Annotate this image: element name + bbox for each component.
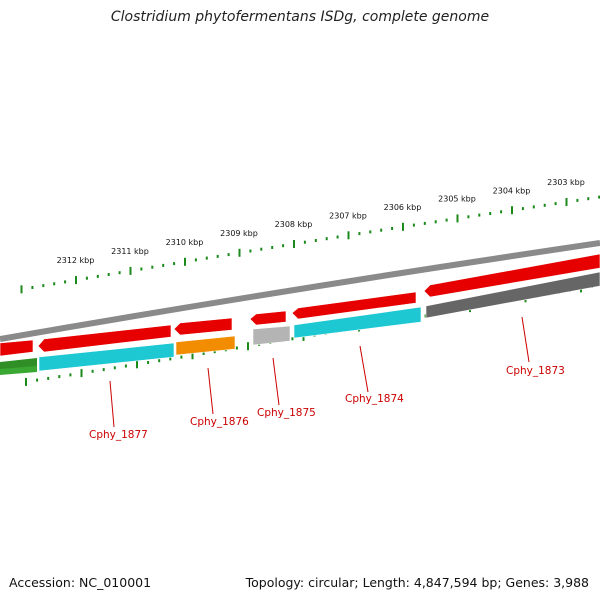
cds-bar[interactable] bbox=[38, 342, 175, 372]
cds-bar[interactable] bbox=[425, 271, 600, 319]
cds-bar[interactable] bbox=[252, 325, 291, 346]
gene-arrow-cphy-1876[interactable] bbox=[173, 317, 233, 336]
cds-bar[interactable] bbox=[293, 306, 422, 339]
cds-bar[interactable] bbox=[0, 366, 37, 375]
gene-arrow-cphy-1875[interactable] bbox=[249, 310, 287, 326]
gene-label-cphy-1875[interactable]: Cphy_1875 bbox=[257, 407, 316, 419]
kbp-tick-label: 2312 kbp bbox=[57, 256, 95, 265]
genome-summary: Topology: circular; Length: 4,847,594 bp… bbox=[245, 575, 589, 590]
outer-tick-ring bbox=[20, 195, 600, 294]
kbp-tick-label: 2303 kbp bbox=[547, 178, 585, 187]
gene-arrow-cphy-1873[interactable] bbox=[423, 253, 600, 298]
kbp-tick-label: 2307 kbp bbox=[329, 211, 367, 220]
kbp-tick-label: 2304 kbp bbox=[493, 186, 531, 195]
kbp-tick-label: 2311 kbp bbox=[111, 247, 149, 256]
gene-label-cphy-1874[interactable]: Cphy_1874 bbox=[345, 393, 404, 405]
kbp-tick-label: 2305 kbp bbox=[438, 195, 476, 204]
map-title: Clostridium phytofermentans ISDg, comple… bbox=[110, 9, 490, 25]
gene-arrow-cphy-1877[interactable] bbox=[37, 324, 172, 353]
kbp-tick-label: 2306 kbp bbox=[384, 203, 422, 212]
label-leader-line bbox=[207, 367, 214, 415]
kbp-tick-label: 2308 kbp bbox=[275, 220, 313, 229]
cds-bar[interactable] bbox=[175, 335, 236, 356]
label-leader-line bbox=[359, 345, 369, 393]
label-leader-line bbox=[521, 316, 530, 363]
gene-label-cphy-1877[interactable]: Cphy_1877 bbox=[89, 429, 148, 441]
gene-label-group: Cphy_1877 Cphy_1876 Cphy_1875 Cphy_1874 … bbox=[89, 316, 565, 441]
kbp-tick-label: 2310 kbp bbox=[166, 238, 204, 247]
accession-label: Accession: NC_010001 bbox=[9, 575, 152, 590]
label-leader-line bbox=[109, 380, 115, 428]
gene-arrow-cphy-1874[interactable] bbox=[291, 291, 417, 320]
backbone-ring bbox=[0, 240, 600, 342]
kbp-tick-labels: 2303 kbp 2304 kbp 2305 kbp 2306 kbp 2307 kbp… bbox=[57, 178, 585, 265]
gene-label-cphy-1876[interactable]: Cphy_1876 bbox=[190, 416, 249, 428]
gene-arrow[interactable] bbox=[0, 339, 34, 357]
label-leader-line bbox=[272, 357, 280, 406]
gene-label-cphy-1873[interactable]: Cphy_1873 bbox=[506, 365, 565, 377]
kbp-tick-label: 2309 kbp bbox=[220, 229, 258, 238]
